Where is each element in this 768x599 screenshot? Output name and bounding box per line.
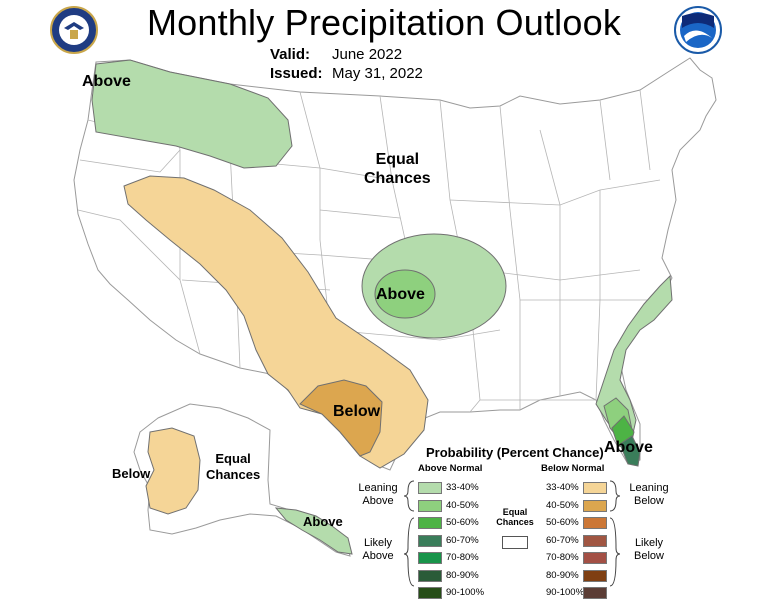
- eagle-icon: [59, 15, 89, 45]
- legend-below-header: Below Normal: [541, 463, 605, 474]
- label-texas-below: Below: [333, 403, 381, 420]
- legend-equal-chances: Equal Chances: [494, 507, 536, 527]
- legend-above-range: 40-50%: [446, 500, 479, 511]
- issued-date: Issued: May 31, 2022: [270, 65, 423, 82]
- label-alaska-equal: Equal Chances: [206, 451, 260, 483]
- legend-above-brace: [403, 480, 415, 587]
- southeast-above-region: [595, 274, 673, 439]
- noaa-bird-icon: [680, 12, 716, 48]
- midwest-above-core: [374, 269, 436, 319]
- legend-leaning-below: Leaning Below: [624, 482, 674, 508]
- legend-above-swatch: [418, 570, 442, 582]
- legend-above-range: 60-70%: [446, 535, 479, 546]
- alaska-below-region: [145, 427, 201, 515]
- valid-label: Valid:: [270, 46, 311, 63]
- legend-above-swatch: [418, 552, 442, 564]
- legend-below-swatch: [583, 500, 607, 512]
- legend-below-range: 60-70%: [546, 535, 579, 546]
- likely-above-line2: Above: [362, 550, 394, 562]
- legend-below-range: 80-90%: [546, 570, 579, 581]
- label-equal-line2: Chances: [364, 170, 431, 187]
- leaning-below-line1: Leaning: [629, 482, 669, 494]
- legend-below-swatch: [583, 482, 607, 494]
- legend-above-range: 80-90%: [446, 570, 479, 581]
- legend-likely-above: Likely Above: [356, 537, 400, 563]
- valid-value: June 2022: [332, 46, 403, 63]
- label-alaska-above: Above: [303, 514, 343, 529]
- northwest-above-region: [91, 59, 293, 169]
- issued-label: Issued:: [270, 65, 323, 82]
- valid-date: Valid: June 2022: [270, 46, 402, 63]
- legend-below-range: 70-80%: [546, 552, 579, 563]
- legend-above-range: 50-60%: [446, 517, 479, 528]
- legend-above-range: 33-40%: [446, 482, 479, 493]
- issued-value: May 31, 2022: [332, 65, 423, 82]
- texas-below-core: [299, 379, 383, 457]
- legend-above-swatch: [418, 517, 442, 529]
- legend-below-swatch: [583, 535, 607, 547]
- legend-below-brace: [609, 480, 621, 587]
- label-northwest-above: Above: [82, 73, 131, 90]
- likely-below-line2: Below: [634, 550, 664, 562]
- label-alaska-equal-line2: Chances: [206, 467, 261, 482]
- leaning-above-line2: Above: [362, 495, 394, 507]
- legend-above-header: Above Normal: [418, 463, 483, 474]
- legend-below-swatch: [583, 552, 607, 564]
- noaa-logo-icon: [674, 6, 722, 54]
- alaska-above-region: [274, 507, 353, 555]
- likely-above-line1: Likely: [363, 537, 393, 549]
- legend-leaning-above: Leaning Above: [356, 482, 400, 508]
- legend-below-swatch: [583, 517, 607, 529]
- legend-title: Probability (Percent Chance): [426, 445, 604, 460]
- florida-above-60-70: [619, 435, 641, 467]
- label-alaska-equal-line1: Equal: [215, 451, 251, 466]
- legend-above-range: 70-80%: [446, 552, 479, 563]
- leaning-above-line1: Leaning: [358, 482, 398, 494]
- label-equal-line1: Equal: [375, 151, 420, 168]
- legend-equal-line2: Chances: [496, 517, 534, 527]
- legend-below-range: 33-40%: [546, 482, 579, 493]
- label-equal-chances: Equal Chances: [364, 150, 431, 188]
- label-midwest-above: Above: [376, 286, 425, 303]
- legend-above-swatch: [418, 500, 442, 512]
- legend-above-swatch: [418, 587, 442, 599]
- legend-below-range: 40-50%: [546, 500, 579, 511]
- legend-above-swatch: [418, 535, 442, 547]
- likely-below-line1: Likely: [634, 537, 664, 549]
- legend-equal-chances-swatch: [502, 536, 528, 549]
- legend-below-swatch: [583, 587, 607, 599]
- page-title: Monthly Precipitation Outlook: [146, 2, 622, 43]
- leaning-below-line2: Below: [634, 495, 664, 507]
- label-alaska-below: Below: [112, 466, 151, 481]
- legend-below-range: 50-60%: [546, 517, 579, 528]
- label-florida-above: Above: [604, 439, 653, 456]
- legend-above-swatch: [418, 482, 442, 494]
- legend-likely-below: Likely Below: [624, 537, 674, 563]
- legend-equal-line1: Equal: [502, 507, 528, 517]
- doc-seal-icon: [50, 6, 98, 54]
- legend-below-swatch: [583, 570, 607, 582]
